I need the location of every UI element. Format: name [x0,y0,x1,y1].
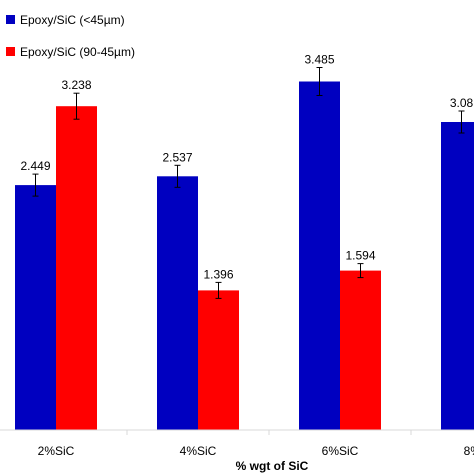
data-label-series-1-0: 2.449 [20,159,50,173]
legend-swatch-series-2 [6,47,15,56]
error-bar-series-1-1 [174,164,181,188]
bar-series-1-1 [157,176,198,430]
bar-series-2-0 [56,106,97,430]
x-axis-title: % wgt of SiC [236,459,309,473]
plot-area: 2.449 3.238 2.537 1.396 3.485 1.594 3.08 [15,53,474,430]
data-label-series-2-2: 1.594 [345,249,375,263]
data-label-series-1-1: 2.537 [162,150,192,164]
bar-series-1-3 [441,122,474,430]
data-label-series-2-0: 3.238 [61,78,91,92]
error-bar-series-1-0 [32,173,39,197]
legend-label-series-2: Epoxy/SiC (90-45µm) [20,45,135,59]
x-tick-label-2: 6%SiC [322,444,359,458]
error-bar-series-1-3 [458,110,465,134]
bar-series-1-0 [15,185,56,430]
x-tick-label-0: 2%SiC [38,444,75,458]
data-label-series-2-1: 1.396 [203,267,233,281]
x-tick-label-1: 4%SiC [180,444,217,458]
x-axis-ticks: 2%SiC 4%SiC 6%SiC 8%SiC [38,430,474,458]
legend: Epoxy/SiC (<45µm) Epoxy/SiC (90-45µm) [6,13,135,59]
error-bar-series-2-1 [215,281,222,299]
bar-series-1-2 [299,81,340,430]
bar-series-2-1 [198,290,239,430]
legend-label-series-1: Epoxy/SiC (<45µm) [20,13,125,27]
data-label-series-1-3: 3.08 [450,96,474,110]
legend-swatch-series-1 [6,15,15,24]
error-bar-series-2-2 [357,263,364,279]
error-bar-series-2-0 [73,92,80,120]
x-tick-label-3: 8%SiC [464,444,474,458]
error-bar-series-1-2 [316,67,323,96]
data-label-series-1-2: 3.485 [304,53,334,67]
bar-series-2-2 [340,270,381,430]
